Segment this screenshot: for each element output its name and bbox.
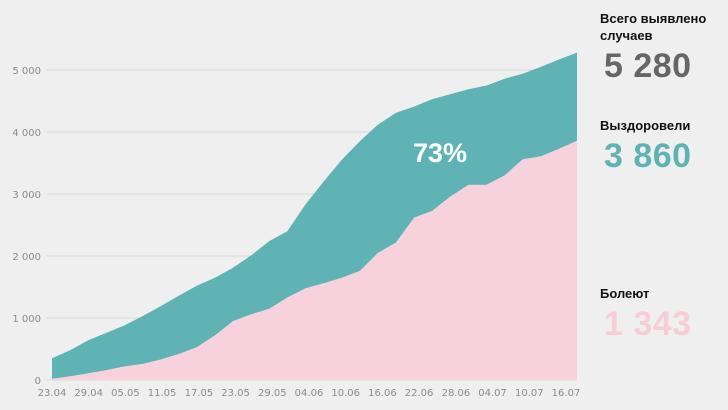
x-tick-label: 23.04 [38,388,67,399]
sick-value: 1 343 [604,305,692,343]
total-cases-stat: Всего выявлено случаев 5 280 [600,10,725,84]
x-axis-tick-labels: 23.04 29.04 05.05 11.05 17.05 23.05 29.05 04.06… [38,388,581,399]
x-tick-label: 22.06 [405,388,434,399]
x-tick-label: 23.05 [221,388,250,399]
x-tick-label: 16.06 [368,388,397,399]
x-tick-label: 29.04 [74,388,103,399]
total-cases-label-line1: Всего выявлено [600,11,707,26]
sick-label: Болеют [600,286,650,301]
x-tick-label: 29.05 [258,388,287,399]
x-tick-label: 28.06 [442,388,471,399]
x-tick-label: 04.07 [478,388,507,399]
total-cases-label-line2: случаев [600,28,653,43]
y-tick-label: 4 000 [12,128,41,139]
x-tick-label: 11.05 [148,388,177,399]
x-tick-label: 04.06 [295,388,324,399]
x-tick-label: 10.07 [515,388,544,399]
y-tick-label: 0 [35,376,41,387]
x-tick-label: 16.07 [552,388,581,399]
total-cases-label: Всего выявлено случаев [600,10,725,44]
recovered-share-label: 73% [413,138,467,168]
total-cases-value: 5 280 [604,47,692,85]
recovered-label: Выздоровели [600,118,691,133]
x-tick-label: 17.05 [185,388,214,399]
y-axis-tick-labels: 0 1 000 2 000 3 000 4 000 5 000 [12,66,41,387]
y-tick-label: 5 000 [12,66,41,77]
recovered-stat: Выздоровели 3 860 [600,117,725,174]
y-tick-label: 1 000 [12,314,41,325]
y-tick-label: 3 000 [12,190,41,201]
recovered-area [52,140,577,380]
y-tick-label: 2 000 [12,252,41,263]
recovered-value: 3 860 [604,137,692,175]
x-tick-label: 10.06 [331,388,360,399]
sick-stat: Болеют 1 343 [600,285,725,342]
x-tick-label: 05.05 [111,388,140,399]
